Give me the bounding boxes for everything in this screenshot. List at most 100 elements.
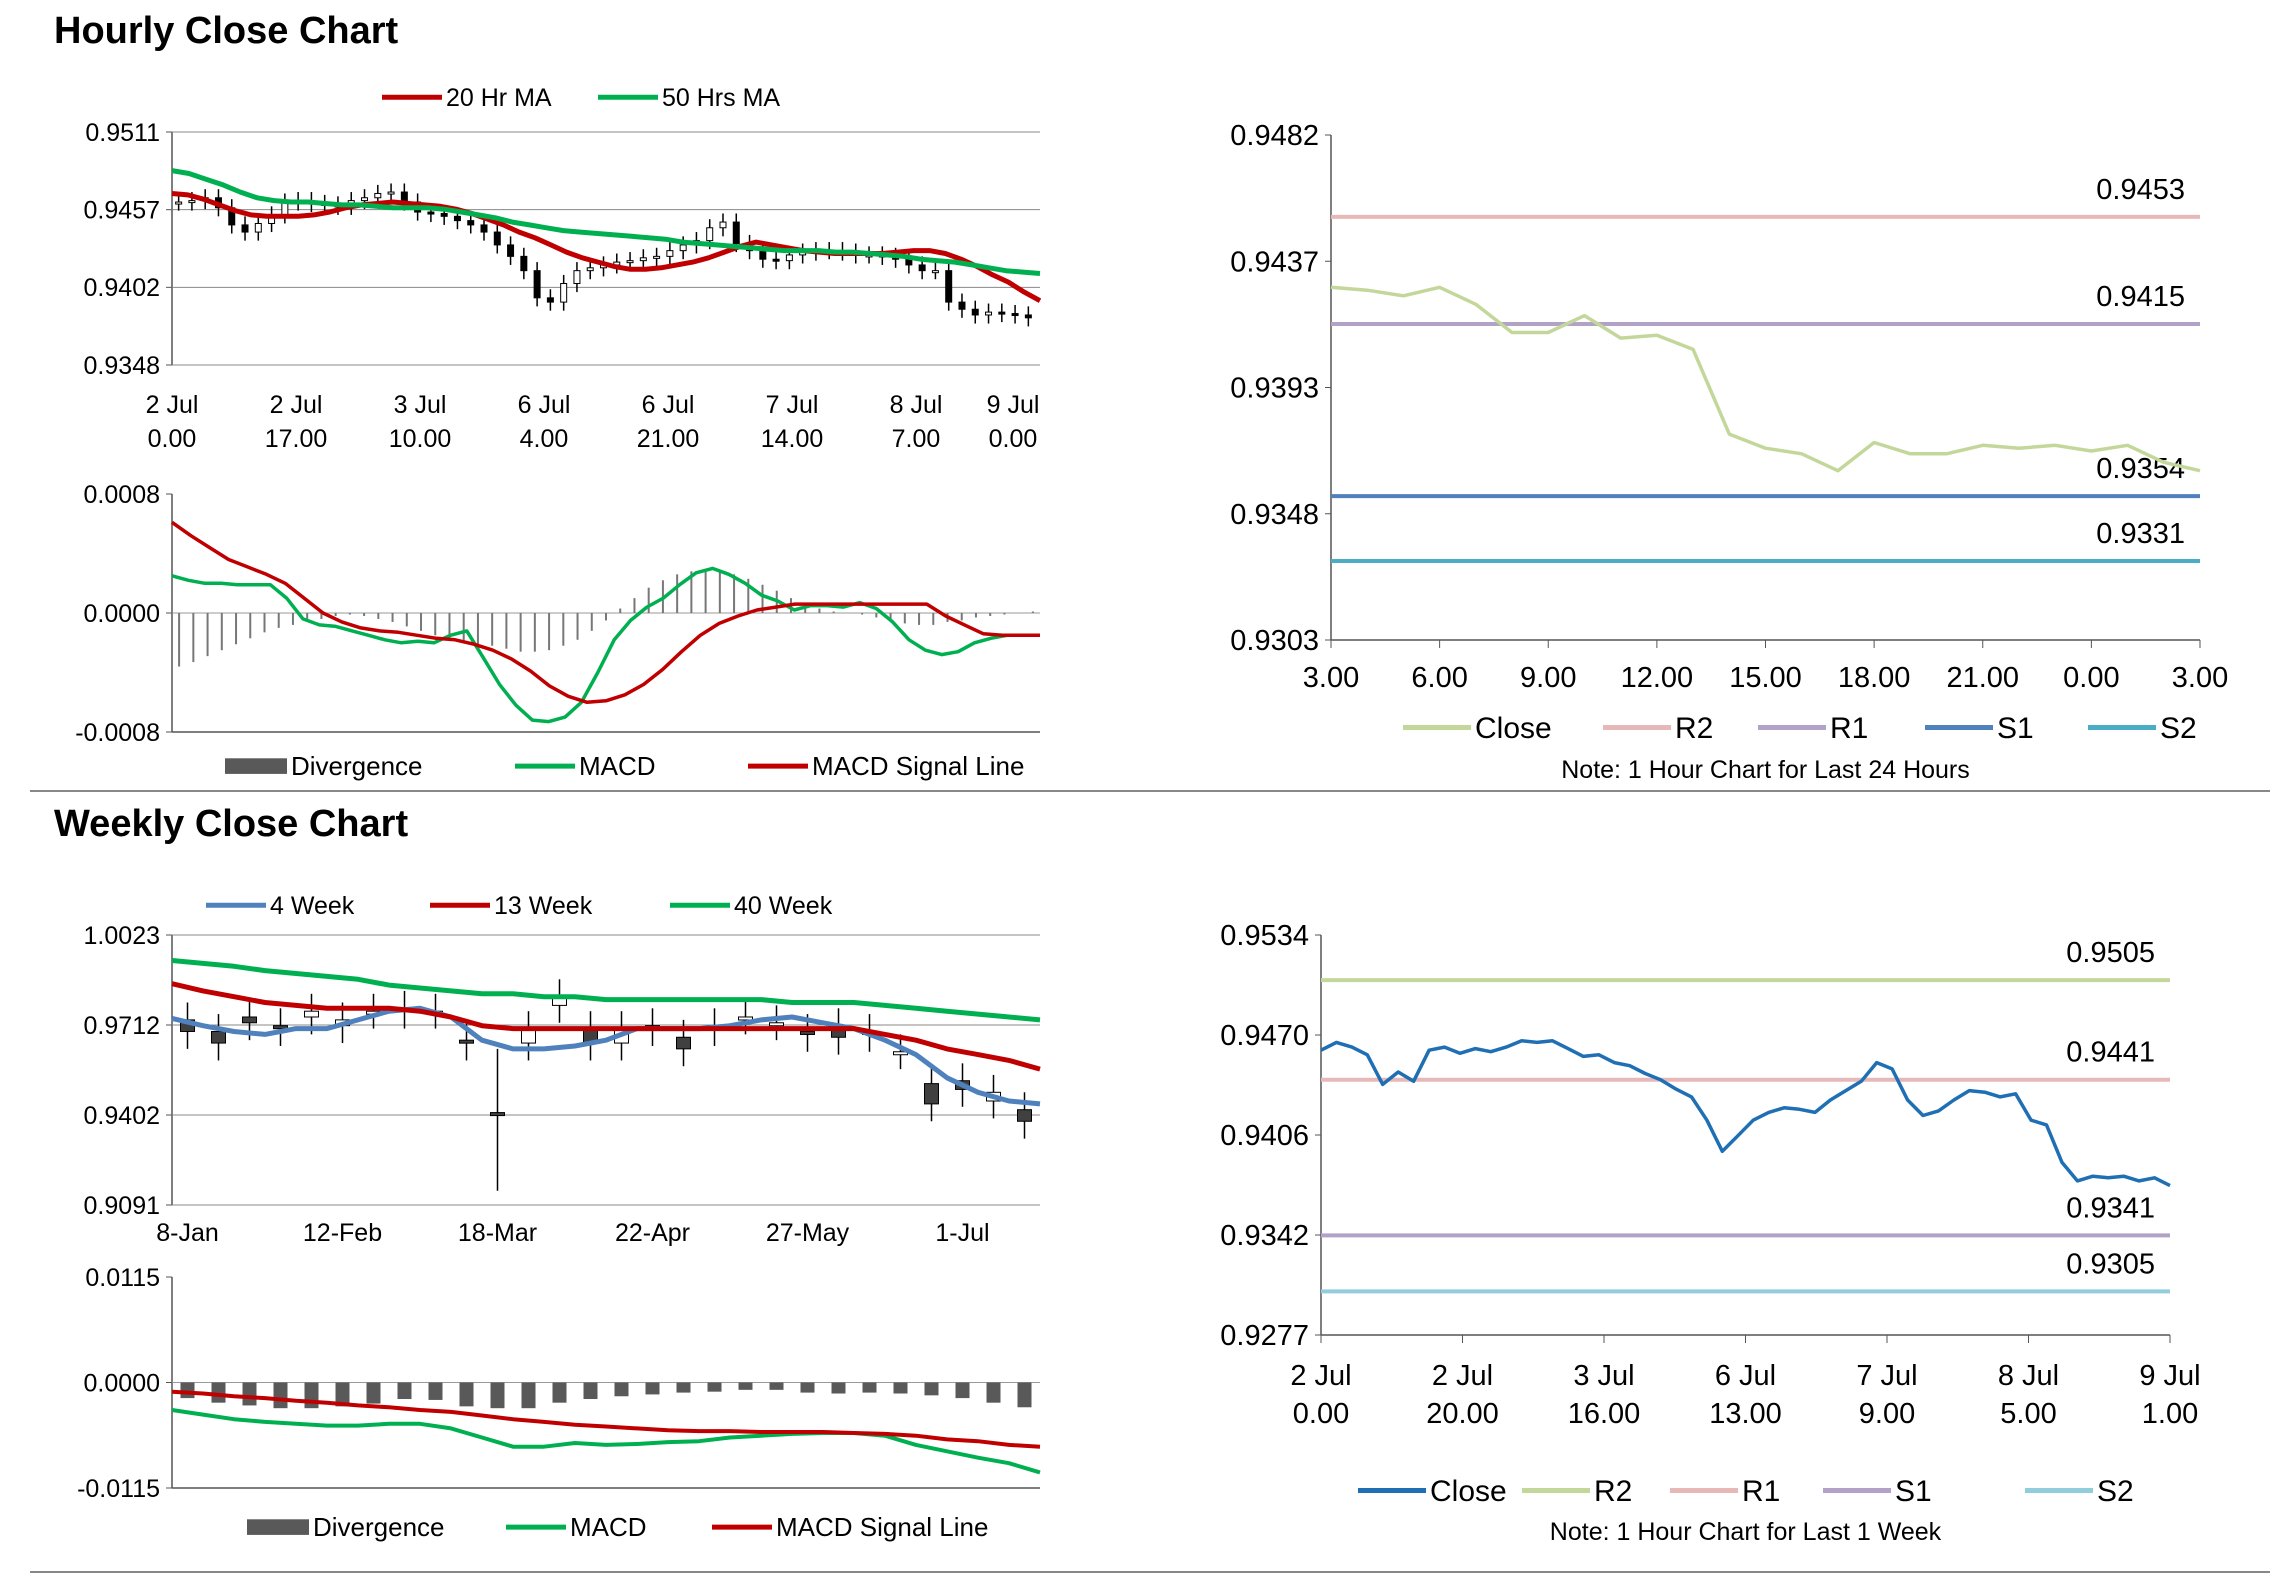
legend-label: S1 — [1997, 712, 2034, 745]
x-tick-label: 12-Feb — [303, 1219, 382, 1247]
legend-label: R2 — [1675, 712, 1713, 745]
candle-body — [945, 270, 953, 303]
candle-body — [573, 270, 581, 285]
legend-swatch — [247, 1519, 309, 1535]
divergence-bar — [645, 1382, 660, 1395]
level-label-s1: 0.9341 — [2066, 1192, 2155, 1224]
y-tick-label: 0.9348 — [84, 352, 160, 380]
close-line — [1320, 1039, 2171, 1188]
chart-note: Note: 1 Hour Chart for Last 1 Week — [1550, 1518, 1942, 1546]
candle-body — [719, 221, 727, 229]
divergence-bar — [676, 1382, 691, 1393]
legend-label: Divergence — [313, 1512, 445, 1542]
legend-label: Close — [1430, 1475, 1507, 1508]
level-label-s1: 0.9354 — [2096, 453, 2185, 485]
x-tick-label: 21.00 — [1946, 662, 2019, 694]
x-tick-label: 6.00 — [1411, 662, 1467, 694]
x-tick-label: 5.00 — [2000, 1398, 2056, 1430]
candle-body — [800, 1030, 815, 1035]
divergence-bar — [490, 1382, 505, 1409]
y-tick-label: 0.9277 — [1220, 1320, 1309, 1352]
candle-body — [985, 311, 993, 316]
candle-body — [490, 1112, 505, 1117]
series-line-4-week — [171, 1005, 1041, 1107]
x-tick-label: 3.00 — [2172, 662, 2228, 694]
y-tick-label: 0.9457 — [84, 196, 160, 224]
candle-body — [639, 257, 647, 262]
legend-label: MACD Signal Line — [776, 1512, 988, 1542]
candle-body — [738, 1016, 753, 1021]
candle-body — [706, 227, 714, 242]
candle-body — [254, 222, 262, 233]
candle-body — [924, 1083, 939, 1105]
candle-body — [480, 224, 488, 233]
divergence-bar — [924, 1382, 939, 1396]
candle-body — [459, 1039, 474, 1044]
x-tick-label: 1.00 — [2142, 1398, 2198, 1430]
candle-body — [971, 308, 979, 316]
hourly-price-chart: 0.9511 0.9457 0.9402 0.9348 2 Jul 0.00 2 Jul 17… — [84, 84, 1042, 453]
divergence-bar — [831, 1382, 846, 1394]
candle-body — [211, 1030, 226, 1044]
y-tick-label: 0.9402 — [84, 274, 160, 302]
x-tick-label: 4.00 — [520, 425, 569, 453]
divergence-bar — [211, 1382, 226, 1403]
x-tick-label: 21.00 — [637, 425, 700, 453]
legend-label: Close — [1475, 712, 1552, 745]
x-tick-label: 9.00 — [1520, 662, 1576, 694]
candle-body — [998, 311, 1006, 315]
series-line-13-week — [171, 981, 1041, 1072]
x-tick-label: 2 Jul — [270, 391, 323, 419]
y-tick-label: 0.0000 — [84, 1369, 160, 1397]
divergence-bar — [459, 1382, 474, 1407]
candle-body — [679, 244, 687, 252]
candle-body — [493, 231, 501, 246]
x-tick-label: 0.00 — [148, 425, 197, 453]
y-tick-label: 0.9534 — [1220, 920, 1309, 952]
legend-label: 13 Week — [494, 892, 593, 920]
y-tick-label: 1.0023 — [84, 922, 160, 950]
candle-body — [440, 212, 448, 217]
candle-body — [546, 297, 554, 303]
y-tick-label: 0.0000 — [84, 600, 160, 628]
legend-label: 20 Hr MA — [446, 84, 552, 112]
divergence-bar — [955, 1382, 970, 1399]
x-tick-label: 9.00 — [1859, 1398, 1915, 1430]
candle-body — [676, 1036, 691, 1050]
weekly-section-title: Weekly Close Chart — [54, 803, 409, 845]
chart-note: Note: 1 Hour Chart for Last 24 Hours — [1561, 756, 1970, 784]
x-tick-label: 3.00 — [1303, 662, 1359, 694]
candle-body — [304, 1010, 319, 1018]
candle-body — [374, 192, 382, 199]
legend-label: R1 — [1742, 1475, 1780, 1508]
x-tick-label: 16.00 — [1568, 1398, 1641, 1430]
y-tick-label: 0.9470 — [1220, 1020, 1309, 1052]
divergence-bar — [893, 1382, 908, 1394]
x-tick-label: 0.00 — [1293, 1398, 1349, 1430]
legend-label: 50 Hrs MA — [662, 84, 780, 112]
level-label-r1: 0.9415 — [2096, 281, 2185, 313]
divergence-bar — [180, 1382, 195, 1399]
section-divider — [30, 790, 2270, 792]
candle-body — [918, 264, 926, 272]
divergence-bar — [986, 1382, 1001, 1403]
hourly-section-title: Hourly Close Chart — [54, 10, 399, 52]
legend-label: 4 Week — [270, 892, 355, 920]
legend-label: R2 — [1594, 1475, 1632, 1508]
legend-label: MACD — [570, 1512, 647, 1542]
legend-label: MACD Signal Line — [812, 751, 1024, 781]
divergence-bar — [366, 1382, 381, 1404]
x-tick-label: 7 Jul — [766, 391, 819, 419]
x-tick-label: 7 Jul — [1856, 1360, 1917, 1392]
weekly-macd-chart: 0.0115 0.0000 -0.0115 Divergence MACD MACD Si… — [77, 1264, 1041, 1542]
x-tick-label: 6 Jul — [642, 391, 695, 419]
legend-label: 40 Week — [734, 892, 833, 920]
candle-body — [241, 224, 249, 233]
candle-body — [931, 270, 939, 274]
x-tick-label: 8 Jul — [890, 391, 943, 419]
legend-label: MACD — [579, 751, 656, 781]
hourly-pivot-chart: 0.9482 0.9437 0.9393 0.9348 0.9303 3.00 6.00 9.… — [1230, 120, 2228, 784]
level-label-r2: 0.9505 — [2066, 937, 2155, 969]
x-tick-label: 3 Jul — [1573, 1360, 1634, 1392]
